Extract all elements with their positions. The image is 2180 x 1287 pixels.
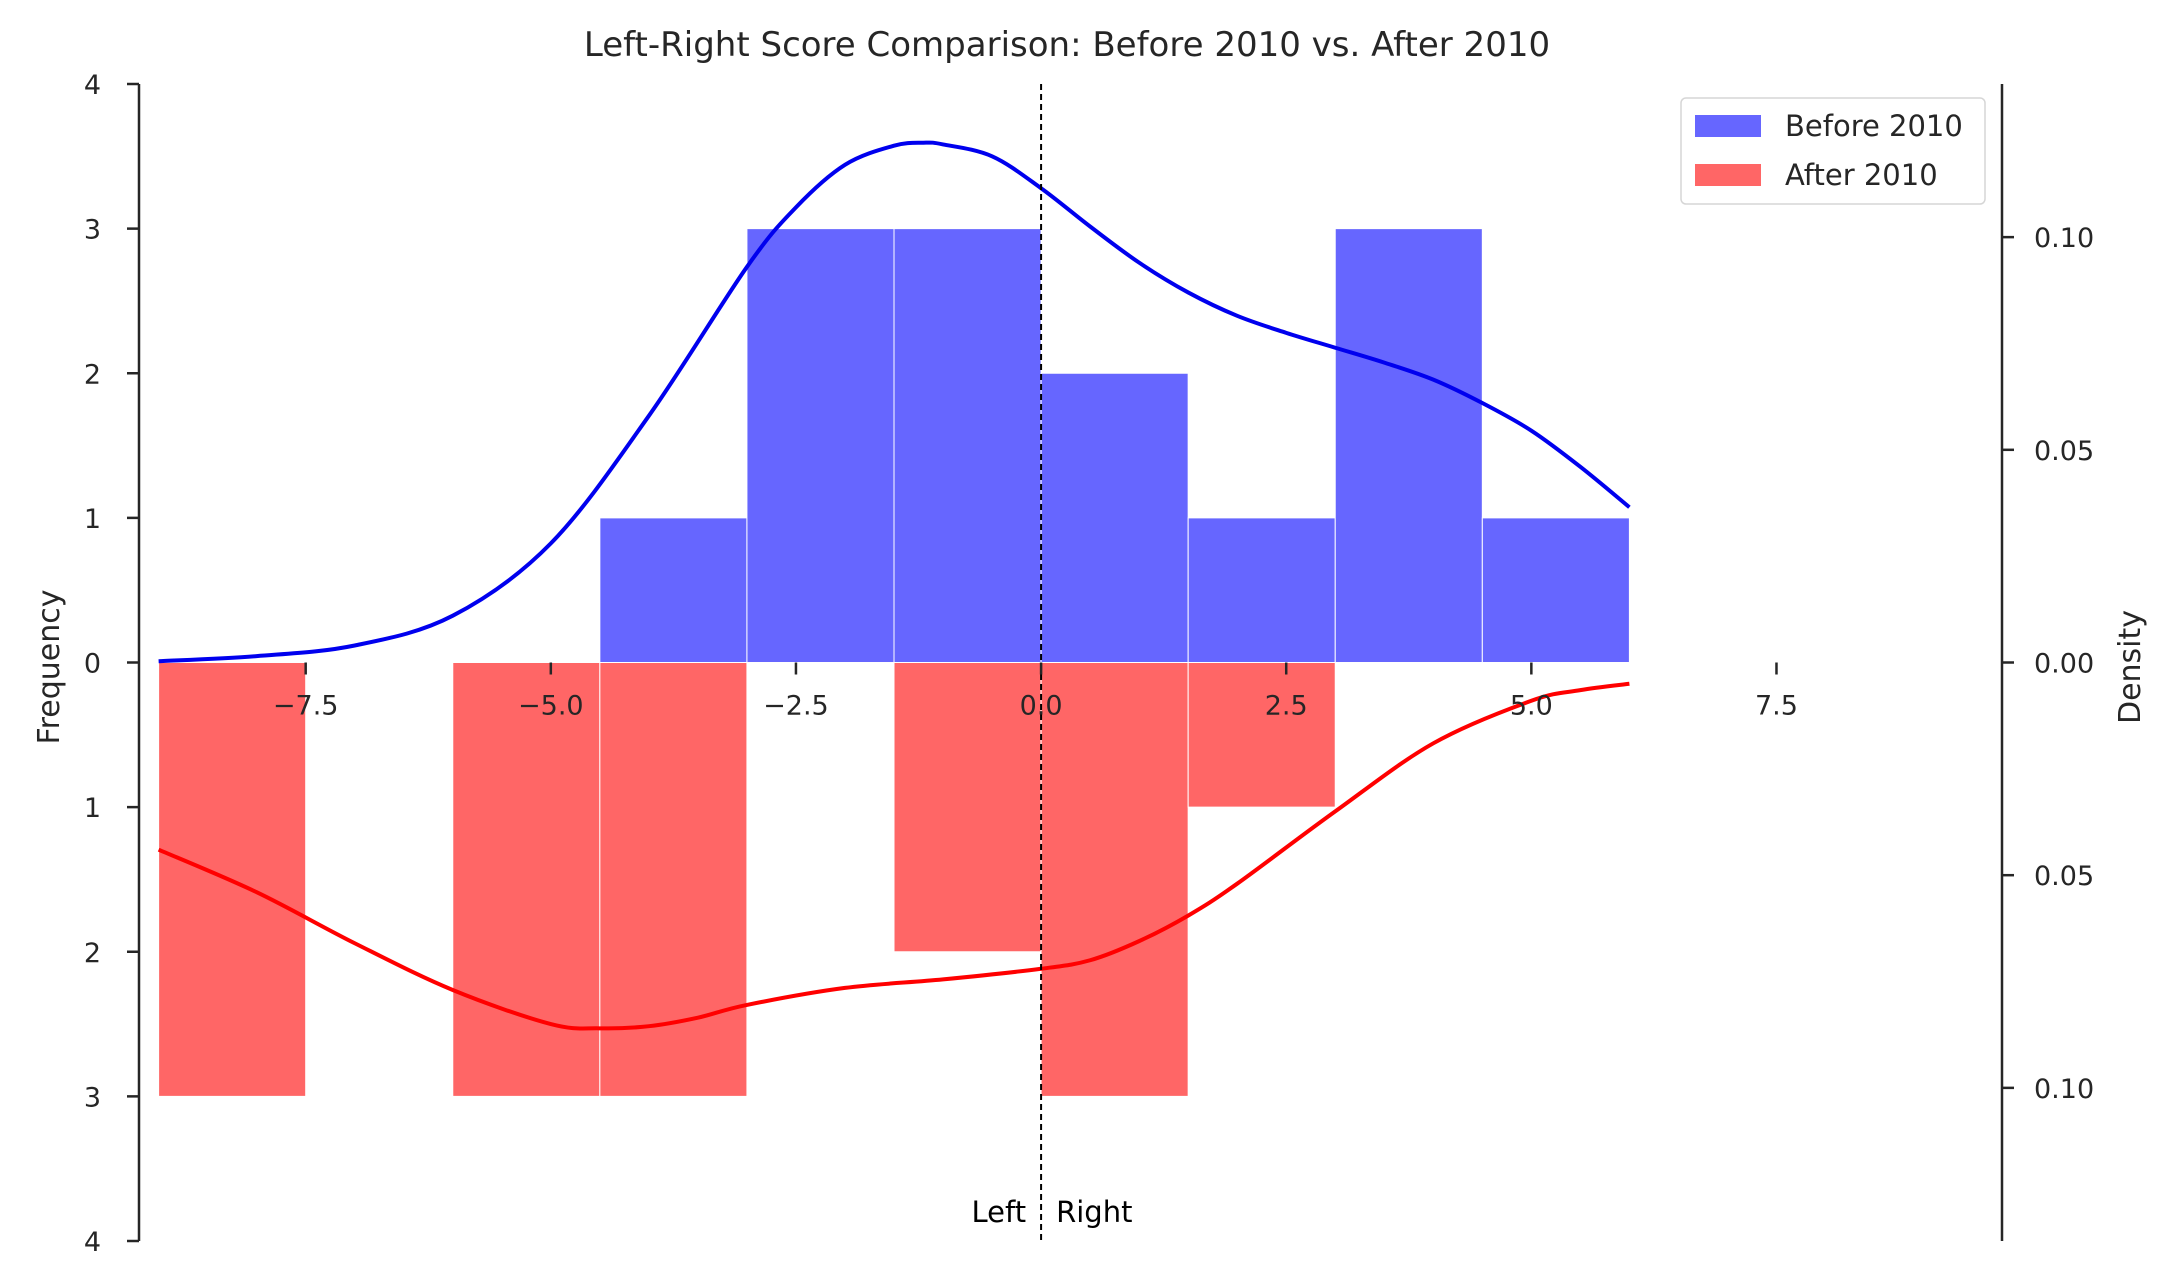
x-tick-label: 0.0 (1020, 691, 1063, 722)
y-tick-label: 3 (84, 215, 101, 246)
axes-layer: 4 3 2 1 0 1 2 3 4 0.10 0.05 0.00 0.05 0.10 −7.5 −5.0 −2.… (84, 70, 2094, 1258)
bar-after-2010-2 (452, 662, 601, 1097)
legend-label: After 2010 (1785, 158, 1938, 192)
bar-before-2010-4 (746, 228, 895, 663)
x-tick-label: 5.0 (1510, 691, 1553, 722)
y-tick-label: 2 (84, 359, 101, 390)
bar-before-2010-3 (599, 517, 748, 663)
y-tick-label: 3 (84, 1082, 101, 1113)
bar-after-2010-7 (1187, 662, 1336, 808)
bar-before-2010-5 (893, 228, 1042, 663)
bar-before-2010-9 (1481, 517, 1630, 663)
density-curve-before-2010 (158, 140, 1631, 664)
secondary-y-tick-label: 0.00 (2034, 649, 2094, 680)
x-tick-label: −5.0 (518, 691, 584, 722)
density-curve-after-2010 (157, 681, 1630, 1031)
legend-swatch (1695, 164, 1761, 186)
x-tick-label: 7.5 (1755, 691, 1798, 722)
density-curves (157, 140, 1631, 1031)
x-tick-label: −2.5 (763, 691, 829, 722)
bar-before-2010-8 (1334, 228, 1483, 663)
y-tick-label: 0 (84, 649, 101, 680)
annotation-right: Right (1056, 1195, 1132, 1229)
legend-swatch (1695, 115, 1761, 137)
secondary-y-axis-label: Density (2113, 610, 2148, 724)
bar-before-2010-7 (1187, 517, 1336, 663)
secondary-y-tick-label: 0.10 (2034, 1074, 2094, 1105)
secondary-y-tick-label: 0.10 (2034, 223, 2094, 254)
bar-after-2010-3 (599, 662, 748, 1097)
annotations-layer: Left Right (972, 1195, 1133, 1229)
bar-after-2010-6 (1040, 662, 1189, 1097)
x-tick-label: 2.5 (1265, 691, 1308, 722)
bar-before-2010-6 (1040, 372, 1189, 663)
y-tick-label: 1 (84, 793, 101, 824)
secondary-y-tick-label: 0.05 (2034, 436, 2094, 467)
annotation-left: Left (972, 1195, 1027, 1229)
x-tick-label: −7.5 (273, 691, 339, 722)
y-tick-label: 4 (84, 1227, 101, 1258)
legend-label: Before 2010 (1785, 109, 1963, 143)
secondary-y-tick-label: 0.05 (2034, 861, 2094, 892)
y-tick-label: 1 (84, 504, 101, 535)
y-tick-label: 4 (84, 70, 101, 101)
bars-layer (158, 228, 1630, 1097)
legend: Before 2010 After 2010 (1680, 97, 1986, 205)
bar-after-2010-5 (893, 662, 1042, 953)
chart-title: Left-Right Score Comparison: Before 2010… (584, 25, 1550, 65)
y-tick-label: 2 (84, 938, 101, 969)
y-axis-label: Frequency (32, 590, 67, 745)
